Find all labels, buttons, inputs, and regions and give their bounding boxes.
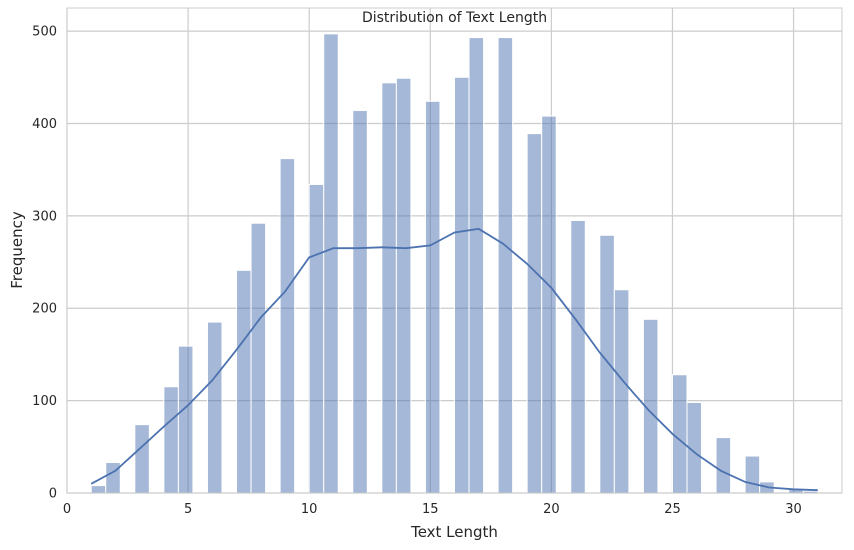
histogram-bar [105,462,121,494]
y-tick-label: 400 [32,117,57,132]
histogram-bar [250,222,267,494]
histogram-bar [352,110,368,494]
kde-curve [90,227,818,492]
histogram-bar [381,82,397,494]
y-tick-labels: 0 100 200 300 400 500 [32,25,57,502]
histogram-bar [177,345,194,494]
histogram-bar [90,485,107,494]
histogram-bar [323,33,339,494]
histogram-bar [541,115,557,494]
x-tick-label: 25 [664,502,681,517]
histogram-bar [671,374,688,494]
histogram-bar [236,269,252,494]
histogram-bar [134,424,150,494]
histogram-bar [526,133,543,494]
histogram-bar [715,437,732,494]
histogram-bar [163,386,179,494]
histogram-bar [744,455,761,494]
x-tick-label: 5 [184,502,192,517]
histogram-bar [308,183,325,494]
x-axis-label: Text Length [410,523,498,541]
histogram-bar [570,219,586,494]
histogram-bar [613,289,630,494]
x-tick-label: 10 [301,502,318,517]
histogram-bar [395,77,412,494]
y-tick-label: 300 [32,209,57,224]
y-tick-label: 0 [49,487,57,502]
y-tick-label: 100 [32,394,57,409]
x-tick-label: 0 [63,502,71,517]
histogram-bar [468,37,485,494]
histogram-bar [497,37,514,494]
y-axis-label: Frequency [8,211,26,289]
chart-title: Distribution of Text Length [362,10,547,26]
y-tick-label: 200 [32,302,57,317]
histogram-bar [454,76,470,494]
histogram-bar [279,158,296,494]
histogram-bar [206,321,223,494]
x-tick-label: 20 [543,502,560,517]
y-tick-label: 500 [32,25,57,40]
histogram-bar [599,234,615,494]
x-tick-labels: 0 5 10 15 20 25 30 [63,502,802,517]
plot-frame [66,7,843,494]
x-tick-label: 15 [422,502,439,517]
x-tick-label: 30 [785,502,802,517]
histogram-bar [424,100,441,494]
